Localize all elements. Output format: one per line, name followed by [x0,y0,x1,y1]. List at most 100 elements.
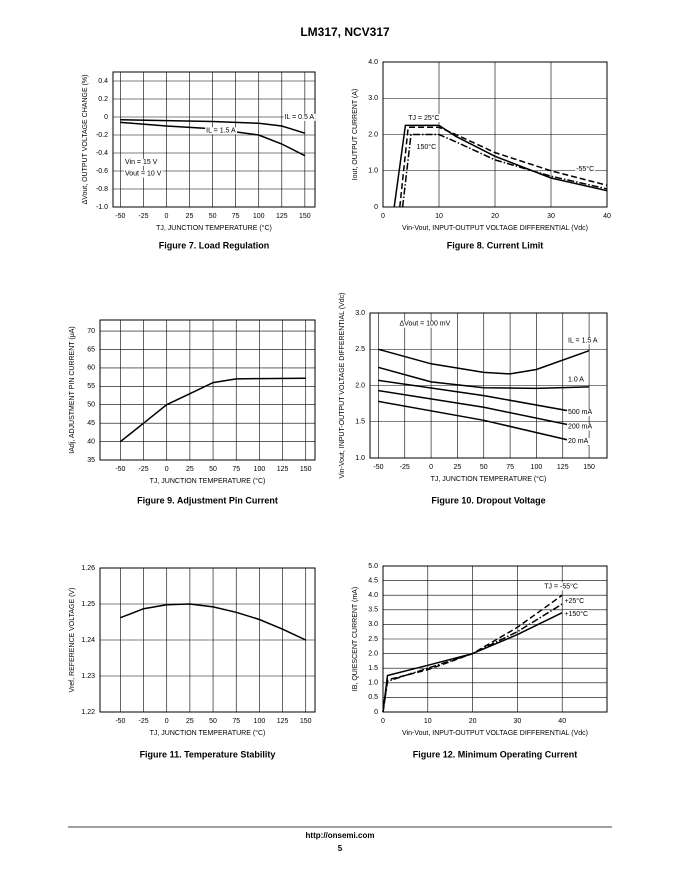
annotation: 200 mA [568,424,592,431]
x-tick-label: -50 [373,464,383,471]
y-tick-label: 2.0 [368,131,378,138]
y-tick-label: 4.0 [368,59,378,66]
series-line [378,379,590,416]
y-tick-label: 1.5 [368,665,378,672]
x-tick-label: 100 [253,213,265,220]
x-tick-label: 20 [469,718,477,725]
x-tick-label: 125 [276,213,288,220]
y-axis-label: ΔVout, OUTPUT VOLTAGE CHANGE (%) [82,75,89,205]
series-line [119,377,306,443]
page-header: LM317, NCV317 [300,25,390,39]
x-axis-label: TJ, JUNCTION TEMPERATURE (°C) [156,224,272,232]
annotation-bg [283,113,316,121]
annotation-bg [398,320,452,328]
y-tick-label: 1.0 [355,455,365,462]
x-tick-label: -25 [138,718,148,725]
y-tick-label: 3.0 [368,621,378,628]
annotation-bg [543,582,580,591]
y-tick-label: 0.2 [98,96,108,103]
x-tick-label: 50 [209,718,217,725]
y-tick-label: 70 [87,328,95,335]
y-tick-label: 1.0 [368,168,378,175]
x-axis-label: TJ, JUNCTION TEMPERATURE (°C) [431,475,547,483]
y-tick-label: 40 [87,438,95,445]
annotation: 500 mA [568,409,592,416]
annotation-bg [567,376,586,384]
annotation: Vout = 10 V [125,171,162,178]
y-tick-label: 3.0 [368,95,378,102]
plot-frame [99,319,316,461]
x-tick-label: -25 [400,464,410,471]
y-tick-label: 5.0 [368,563,378,570]
x-tick-label: 0 [165,718,169,725]
y-tick-label: 3.0 [355,310,365,317]
y-tick-label: 0 [374,709,378,716]
series-line [393,124,608,208]
x-axis-label: Vin-Vout, INPUT-OUTPUT VOLTAGE DIFFERENT… [402,225,588,232]
x-tick-label: 25 [186,718,194,725]
series-line [399,126,608,208]
figure-caption: Figure 11. Temperature Stability [140,749,276,759]
x-tick-label: 0 [381,213,385,220]
plot-frame [112,71,316,208]
figure-caption: Figure 9. Adjustment Pin Current [137,495,278,505]
y-tick-label: 45 [87,420,95,427]
y-tick-label: -0.2 [96,132,108,139]
x-tick-label: -50 [115,466,125,473]
x-tick-label: 125 [557,464,569,471]
x-tick-label: 20 [491,213,499,220]
x-tick-label: 100 [254,718,266,725]
x-tick-label: 150 [299,213,311,220]
y-axis-label: Iout, OUTPUT CURRENT (A) [352,89,359,181]
y-tick-label: -0.6 [96,168,108,175]
y-tick-label: 0.4 [98,78,108,85]
series-line [120,118,306,134]
x-tick-label: 100 [254,466,266,473]
x-tick-label: 25 [454,464,462,471]
x-axis-label: Vin-Vout, INPUT-OUTPUT VOLTAGE DIFFERENT… [402,730,588,737]
x-tick-label: 0 [165,466,169,473]
x-tick-label: 25 [186,213,194,220]
y-tick-label: 55 [87,383,95,390]
y-tick-label: 35 [87,457,95,464]
annotation-bg [407,114,441,123]
y-tick-label: 1.25 [81,601,95,608]
x-tick-label: 150 [300,718,312,725]
y-tick-label: 4.5 [368,577,378,584]
x-tick-label: 40 [558,718,566,725]
series-line [378,389,590,430]
y-tick-label: -1.0 [96,204,108,211]
y-tick-label: 2.0 [368,650,378,657]
x-tick-label: 50 [209,213,217,220]
x-tick-label: 150 [583,464,595,471]
x-tick-label: -50 [115,718,125,725]
plot-frame [382,565,608,713]
x-tick-label: 75 [232,213,240,220]
annotation-bg [567,337,599,345]
y-tick-label: 50 [87,402,95,409]
x-axis-label: TJ, JUNCTION TEMPERATURE (°C) [150,729,266,737]
y-axis-label: IAdj, ADJUSTMENT PIN CURRENT (μA) [69,326,76,453]
x-tick-label: 75 [506,464,514,471]
annotation: 150°C [417,143,437,151]
x-tick-label: 30 [547,213,555,220]
figure-caption: Figure 12. Minimum Operating Current [413,749,578,759]
y-tick-label: 4.0 [368,592,378,599]
y-tick-label: 0 [374,204,378,211]
annotation: IL = 0.5 A [285,114,315,121]
plot-frame [369,312,608,459]
x-tick-label: 10 [435,213,443,220]
annotation-bg [415,143,438,152]
x-tick-label: 50 [480,464,488,471]
series-line [120,603,307,641]
x-tick-label: 0 [381,718,385,725]
y-tick-label: 2.5 [355,346,365,353]
annotation: ΔVout = 100 mV [399,321,450,328]
annotation-bg [567,423,594,431]
x-tick-label: 0 [429,464,433,471]
y-axis-label: IB, QUIESCENT CURRENT (mA) [352,587,359,691]
figure-caption: Figure 10. Dropout Voltage [431,495,545,505]
x-tick-label: -50 [115,213,125,220]
y-tick-label: -0.4 [96,150,108,157]
